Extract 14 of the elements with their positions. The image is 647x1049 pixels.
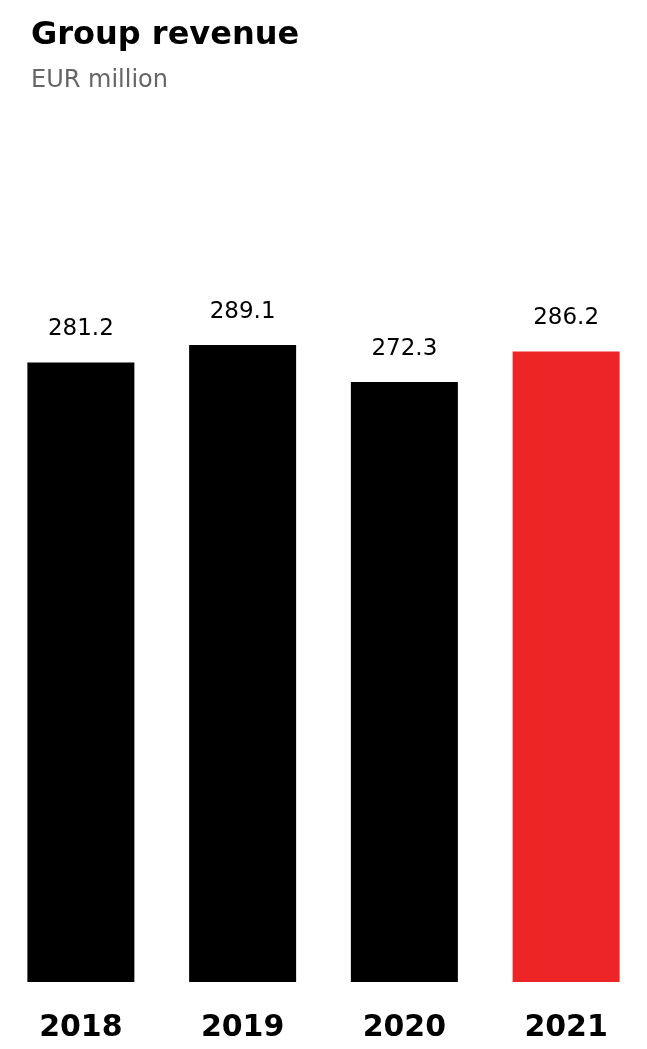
- bar: [350, 382, 458, 982]
- data-label: 286.2: [533, 302, 600, 329]
- data-label: 272.3: [371, 333, 438, 360]
- bar: [189, 345, 297, 982]
- x-tick-label: 2019: [200, 1007, 285, 1043]
- bar: [512, 351, 620, 982]
- data-label: 281.2: [47, 313, 114, 340]
- x-tick-label: 2021: [524, 1007, 608, 1043]
- data-label: 289.1: [209, 296, 276, 323]
- x-tick-label: 2018: [39, 1007, 123, 1043]
- bar: [27, 362, 135, 982]
- chart-title: Group revenue: [31, 14, 300, 52]
- chart-subtitle: EUR million: [31, 65, 168, 93]
- x-tick-label: 2020: [362, 1007, 447, 1043]
